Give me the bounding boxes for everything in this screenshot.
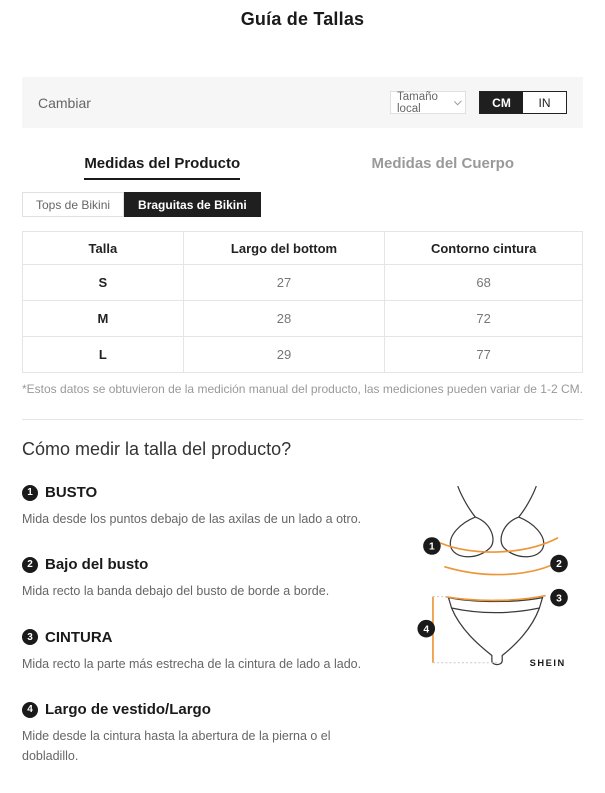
howto-heading: Cómo medir la talla del producto?: [22, 439, 292, 459]
howto-item-desc: Mide desde la cintura hasta la abertura …: [22, 729, 331, 763]
size-table: Talla Largo del bottom Contorno cintura …: [22, 231, 583, 373]
tab-product-measurements-label: Medidas del Producto: [84, 155, 241, 180]
bikini-top-outline: [449, 485, 545, 558]
unit-toggle: CM IN: [479, 91, 567, 114]
howto-item-title: Bajo del busto: [45, 556, 149, 574]
howto-item-title: BUSTO: [45, 484, 98, 501]
waist-value: 72: [384, 300, 583, 337]
unit-in-button[interactable]: IN: [523, 92, 566, 113]
size-value: M: [22, 300, 184, 337]
step-1-badge: 1: [22, 484, 38, 501]
marker-1-circle: [423, 537, 441, 555]
col-header-bottom-length: Largo del bottom: [182, 231, 386, 265]
table-row: S 27 68: [22, 264, 583, 301]
tab-body-measurements-label: Medidas del Cuerpo: [371, 155, 515, 172]
local-size-dropdown-value: Tamaño local: [397, 90, 438, 115]
marker-1-number: 1: [429, 542, 435, 553]
size-value: S: [22, 264, 184, 301]
bottom-length-value: 27: [182, 264, 386, 301]
chevron-down-icon: [453, 97, 462, 106]
marker-4-circle: [417, 619, 436, 638]
step-3-badge: 3: [22, 629, 38, 646]
change-bar: Cambiar Tamaño local CM IN: [22, 77, 583, 128]
bottom-length-value: 29: [182, 336, 386, 373]
howto-item-desc: Mida recto la parte más estrecha de la c…: [22, 656, 362, 671]
unit-cm-button[interactable]: CM: [480, 92, 523, 113]
page-title: Guía de Tallas: [240, 9, 365, 29]
howto-item-length: 4 Largo de vestido/Largo Mide desde la c…: [22, 701, 407, 766]
measurement-footnote: *Estos datos se obtuvieron de la medició…: [22, 382, 583, 396]
marker-3-circle: [550, 588, 568, 607]
marker-4-number: 4: [423, 624, 429, 635]
col-header-size: Talla: [22, 231, 184, 265]
table-row: M 28 72: [22, 300, 583, 337]
bikini-bottom-outline: [447, 596, 544, 666]
waist-value: 77: [384, 336, 583, 373]
howto-item-bust: 1 BUSTO Mida desde los puntos debajo de …: [22, 484, 407, 529]
marker-3-number: 3: [556, 593, 562, 604]
change-controls: Tamaño local CM IN: [390, 90, 567, 115]
step-4-badge: 4: [22, 701, 38, 718]
bikini-illustration: 1 2 3 4 SHEIN: [417, 485, 568, 668]
howto-item-title: Largo de vestido/Largo: [45, 701, 211, 719]
waist-line: [445, 594, 546, 602]
tab-body-measurements[interactable]: Medidas del Cuerpo: [303, 155, 584, 180]
marker-2-number: 2: [556, 559, 562, 570]
col-header-waist: Contorno cintura: [384, 231, 583, 265]
waist-value: 68: [384, 264, 583, 301]
howto-body: 1 BUSTO Mida desde los puntos debajo de …: [22, 484, 583, 793]
subtab-bikini-tops[interactable]: Tops de Bikini: [22, 192, 125, 217]
howto-item-title: CINTURA: [45, 628, 113, 646]
table-row: L 29 77: [22, 336, 583, 373]
shein-logo: SHEIN: [530, 658, 566, 668]
marker-2-circle: [550, 554, 568, 573]
markers: 1 2 3 4: [417, 537, 568, 638]
underbust-line: [444, 558, 564, 576]
size-value: L: [22, 336, 184, 373]
howto-item-underbust: 2 Bajo del busto Mida recto la banda deb…: [22, 556, 407, 601]
change-label: Cambiar: [38, 94, 91, 111]
section-divider: [22, 419, 583, 420]
local-size-dropdown[interactable]: Tamaño local: [390, 90, 466, 115]
size-table-header-row: Talla Largo del bottom Contorno cintura: [22, 231, 583, 265]
bust-line: [439, 537, 559, 553]
illustration-wrap: 1 2 3 4 SHEIN: [407, 484, 583, 793]
howto-item-desc: Mida recto la banda debajo del busto de …: [22, 584, 330, 599]
howto-item-desc: Mida desde los puntos debajo de las axil…: [22, 512, 362, 526]
product-subtabs: Tops de Bikini Braguitas de Bikini: [22, 192, 583, 217]
howto-item-waist: 3 CINTURA Mida recto la parte más estrec…: [22, 629, 407, 674]
bottom-length-value: 28: [182, 300, 386, 337]
subtab-bikini-bottoms[interactable]: Braguitas de Bikini: [124, 192, 261, 217]
measure-tabs: Medidas del Producto Medidas del Cuerpo: [22, 155, 583, 180]
howto-list: 1 BUSTO Mida desde los puntos debajo de …: [22, 484, 407, 793]
tab-product-measurements[interactable]: Medidas del Producto: [22, 155, 303, 180]
step-2-badge: 2: [22, 556, 38, 573]
